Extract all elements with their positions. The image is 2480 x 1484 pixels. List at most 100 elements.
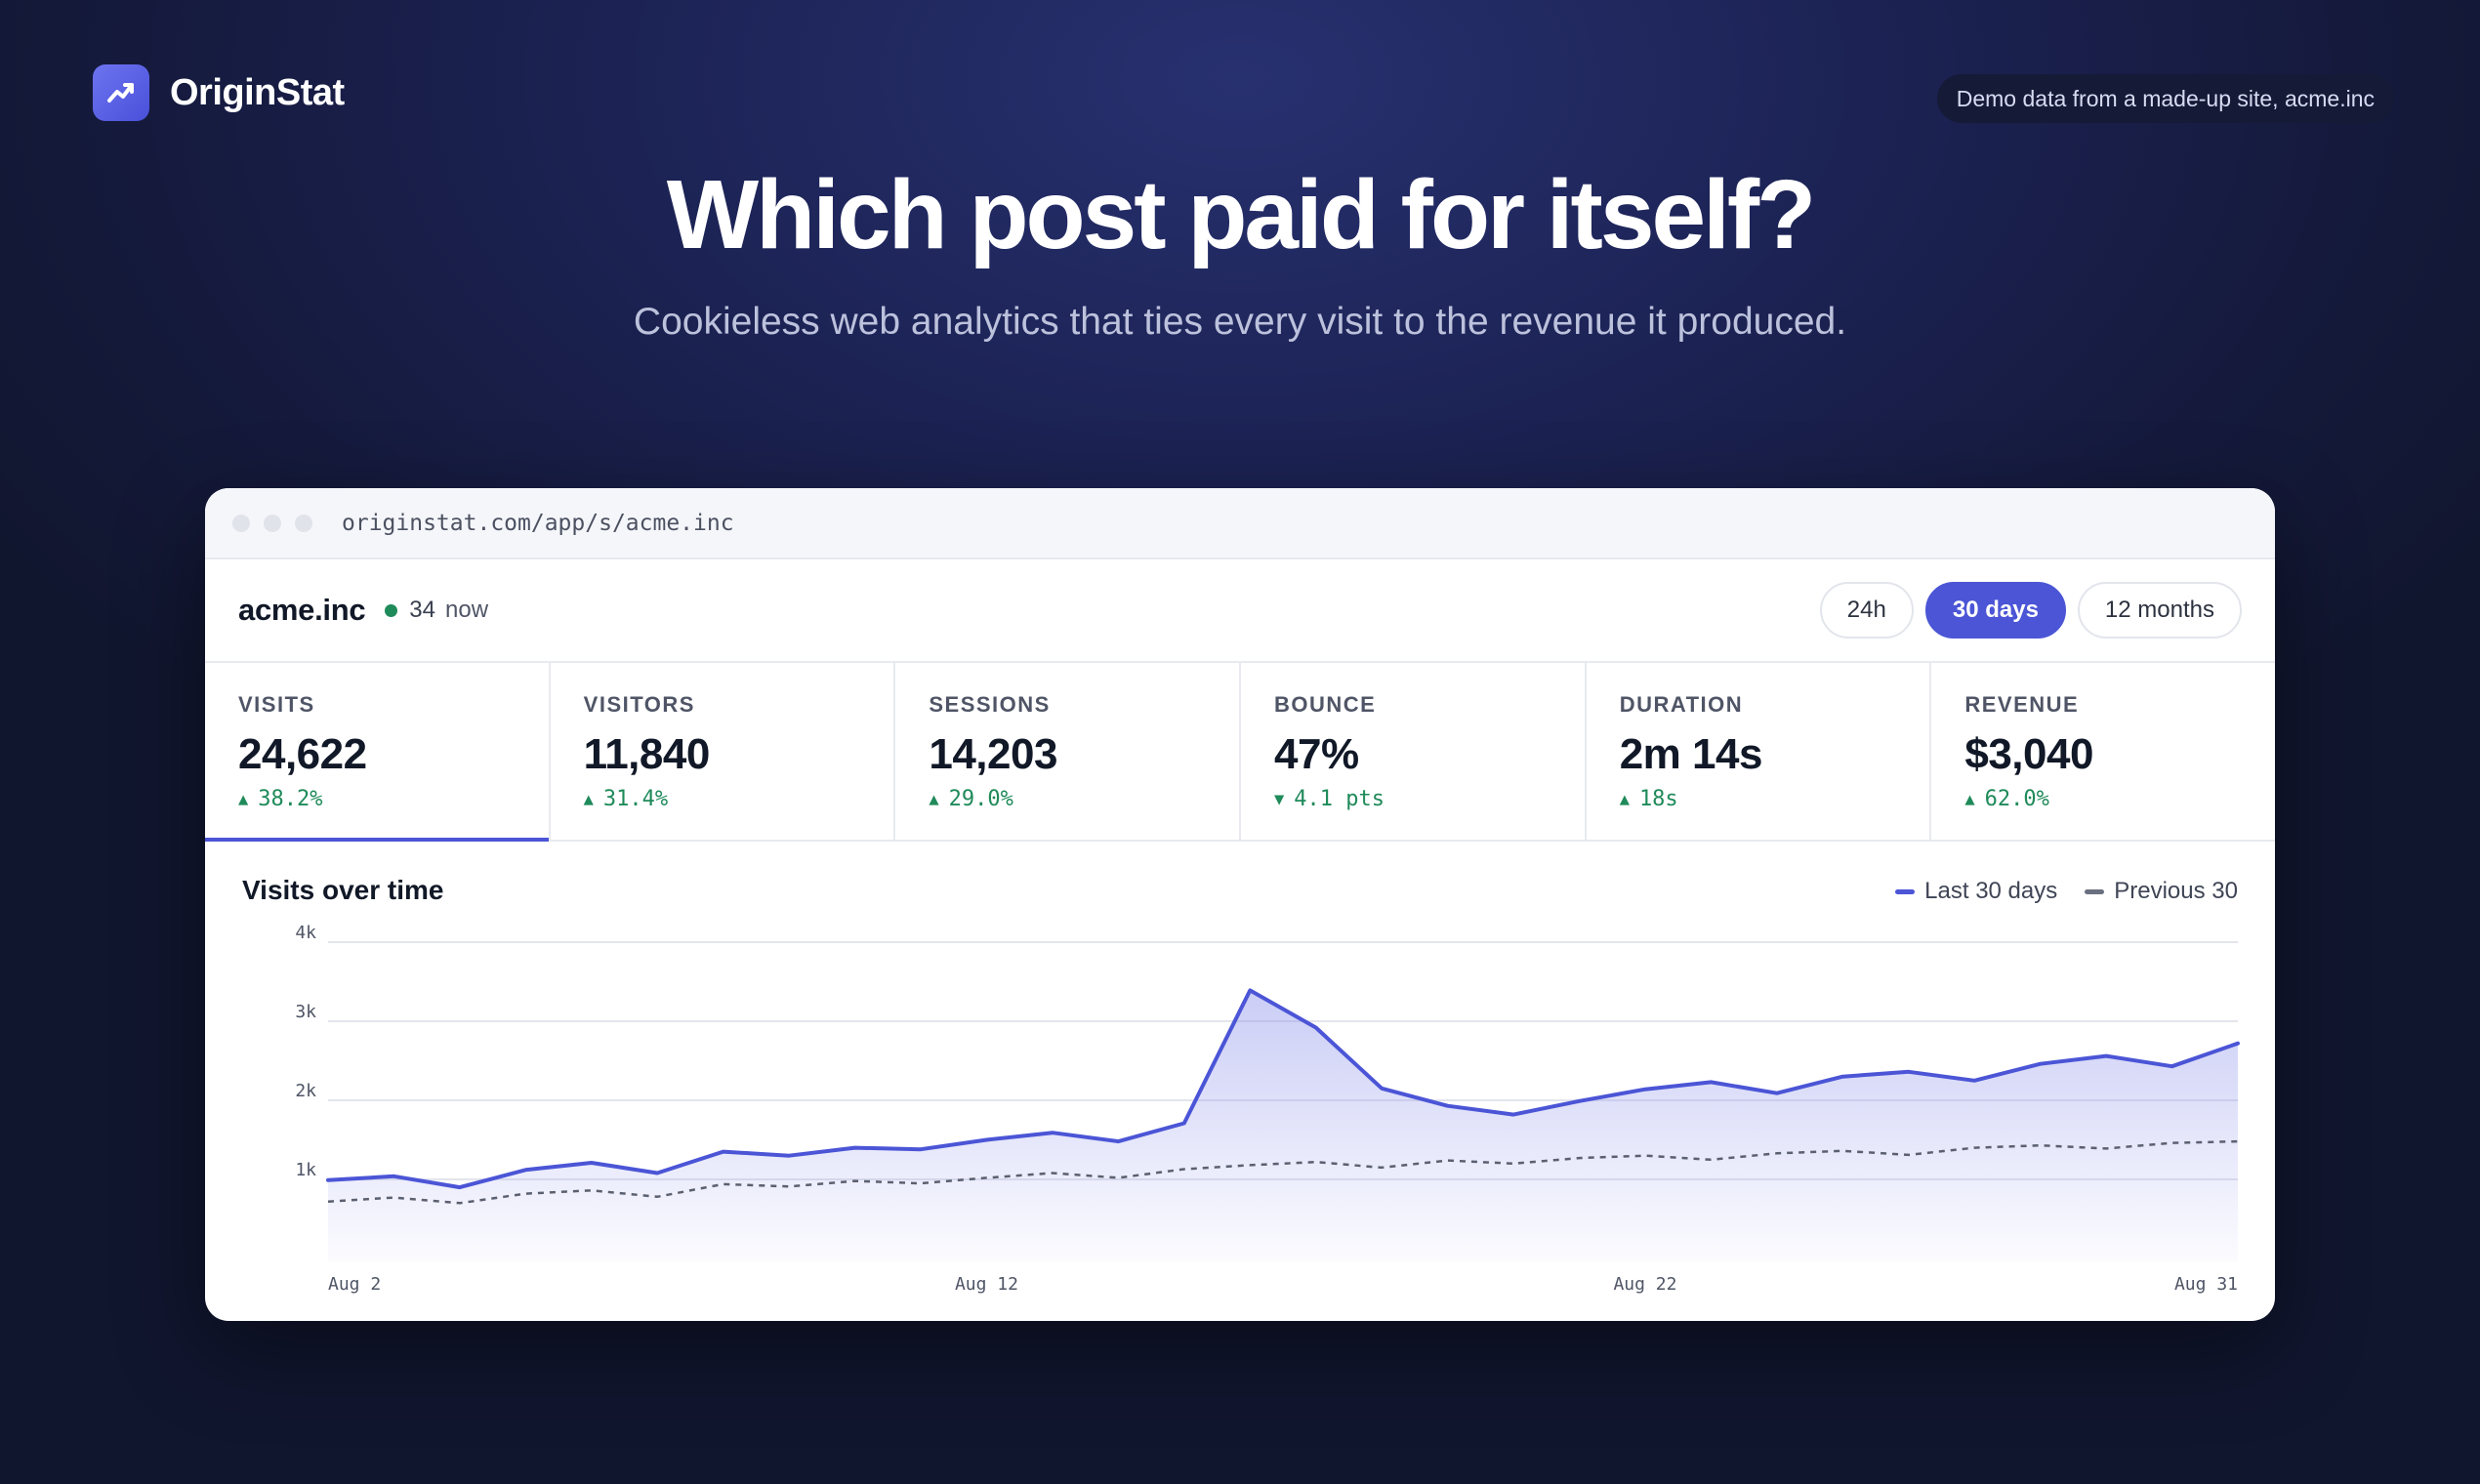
arrow-up-icon: ▲ <box>1619 790 1630 809</box>
arrow-up-icon: ▲ <box>238 790 249 809</box>
data-point[interactable] <box>1046 1126 1059 1139</box>
data-point[interactable] <box>585 1156 599 1170</box>
chart-legend: Last 30 days Previous 30 <box>1895 877 2238 906</box>
stat-delta-value: 18s <box>1638 787 1678 811</box>
legend-swatch <box>1895 888 1916 894</box>
range-24h-button[interactable]: 24h <box>1819 582 1914 639</box>
site-name: acme.inc <box>238 593 366 627</box>
data-point[interactable] <box>1836 1070 1849 1084</box>
legend-item-previous-30[interactable]: Previous 30 <box>2085 877 2238 906</box>
series-line-previous-30 <box>327 1139 2239 1205</box>
stat-value: 14,203 <box>929 730 1057 778</box>
data-point[interactable] <box>848 1141 862 1155</box>
stat-value: 24,622 <box>238 730 367 778</box>
data-point[interactable] <box>782 1149 796 1163</box>
data-point[interactable] <box>453 1180 467 1194</box>
data-point[interactable] <box>1111 1134 1125 1148</box>
range-30-days-button[interactable]: 30 days <box>1924 582 2066 639</box>
window-dot-icon <box>264 514 281 532</box>
stat-visits[interactable]: VISITS 24,622 ▲ 38.2% <box>205 663 551 842</box>
data-point[interactable] <box>2099 1050 2113 1063</box>
x-tick-label: Aug 22 <box>1613 1274 1676 1295</box>
series-area-last-30-days <box>328 990 2238 1261</box>
data-point-previous <box>1969 1143 1979 1153</box>
data-point-previous <box>1575 1153 1585 1163</box>
data-point[interactable] <box>1309 1021 1323 1035</box>
legend-item-last-30-days[interactable]: Last 30 days <box>1895 877 2057 906</box>
stat-delta: ▲ 18s <box>1620 786 1930 813</box>
y-tick-label: 3k <box>295 1002 316 1022</box>
data-point[interactable] <box>650 1167 664 1180</box>
data-point-previous <box>916 1178 926 1188</box>
data-point[interactable] <box>1375 1082 1388 1095</box>
data-point-previous <box>1048 1169 1057 1178</box>
data-point-previous <box>1706 1155 1715 1165</box>
live-label: now <box>445 597 489 623</box>
stat-value: 47% <box>1274 730 1359 778</box>
stat-delta-value: 31.4% <box>602 787 669 811</box>
stat-delta: ▼ 4.1 pts <box>1274 786 1585 813</box>
stat-revenue[interactable]: REVENUE $3,040 ▲ 62.0% <box>1931 663 2275 840</box>
stat-visitors[interactable]: VISITORS 11,840 ▲ 31.4% <box>551 663 896 840</box>
stat-label: VISITS <box>238 692 315 717</box>
data-point[interactable] <box>914 1142 928 1156</box>
data-point[interactable] <box>1638 1083 1652 1096</box>
date-range-selector: 24h 30 days 12 months <box>1819 582 2242 639</box>
stat-label: SESSIONS <box>929 692 1051 717</box>
data-point[interactable] <box>321 1174 335 1187</box>
range-12-months-button[interactable]: 12 months <box>2077 582 2242 639</box>
stat-value: 11,840 <box>583 730 711 778</box>
data-point[interactable] <box>980 1134 994 1147</box>
stat-delta-value: 62.0% <box>1984 787 2049 811</box>
y-tick-label: 1k <box>295 1160 316 1180</box>
data-point[interactable] <box>1704 1075 1717 1089</box>
data-point[interactable] <box>717 1145 730 1159</box>
data-point-previous <box>389 1193 398 1203</box>
series-line-last-30-days <box>326 988 2240 1190</box>
stat-delta-value: 38.2% <box>258 787 323 811</box>
stat-delta: ▲ 62.0% <box>1964 786 2275 813</box>
data-point[interactable] <box>1902 1065 1916 1079</box>
data-point-previous <box>587 1185 597 1195</box>
stat-label: BOUNCE <box>1274 692 1377 717</box>
x-tick-label: Aug 31 <box>2174 1274 2238 1295</box>
data-point[interactable] <box>1243 983 1257 997</box>
brand[interactable]: OriginStat <box>93 64 345 121</box>
stat-value: 2m 14s <box>1619 730 1763 778</box>
data-point-previous <box>850 1176 860 1186</box>
site-header: acme.inc 34 now 24h 30 days 12 months <box>205 559 2275 663</box>
url-text: originstat.com/app/s/acme.inc <box>342 510 734 536</box>
stat-sessions[interactable]: SESSIONS 14,203 ▲ 29.0% <box>895 663 1242 840</box>
stat-delta-value: 29.0% <box>948 787 1013 811</box>
stat-delta: ▲ 31.4% <box>584 786 894 813</box>
data-point[interactable] <box>387 1170 400 1183</box>
data-point[interactable] <box>518 1163 532 1176</box>
stat-duration[interactable]: DURATION 2m 14s ▲ 18s <box>1587 663 1932 840</box>
data-point[interactable] <box>1507 1108 1520 1122</box>
data-point[interactable] <box>1770 1087 1784 1100</box>
data-point[interactable] <box>2231 1037 2245 1051</box>
data-point[interactable] <box>2034 1057 2047 1071</box>
data-point[interactable] <box>1573 1094 1587 1108</box>
data-point-previous <box>2168 1138 2177 1148</box>
stat-label: VISITORS <box>583 692 695 717</box>
data-point-previous <box>2101 1143 2111 1153</box>
data-point[interactable] <box>2166 1059 2179 1073</box>
data-point-previous <box>1113 1173 1123 1182</box>
data-point-previous <box>719 1179 728 1189</box>
data-point[interactable] <box>1178 1117 1191 1131</box>
chart-title: Visits over time <box>242 875 444 905</box>
stat-bounce[interactable]: BOUNCE 47% ▼ 4.1 pts <box>1241 663 1587 840</box>
stat-label: DURATION <box>1619 692 1744 717</box>
data-point-previous <box>982 1173 992 1182</box>
live-indicator-icon <box>385 603 398 617</box>
data-point-previous <box>1838 1146 1847 1156</box>
stat-value: $3,040 <box>1964 730 2093 778</box>
stat-label: REVENUE <box>1964 692 2080 717</box>
data-point[interactable] <box>1441 1099 1455 1113</box>
data-point-previous <box>1443 1156 1453 1166</box>
window-dot-icon <box>232 514 250 532</box>
data-point[interactable] <box>1967 1074 1981 1088</box>
y-tick-label: 2k <box>295 1081 316 1101</box>
data-point-previous <box>1509 1159 1518 1169</box>
